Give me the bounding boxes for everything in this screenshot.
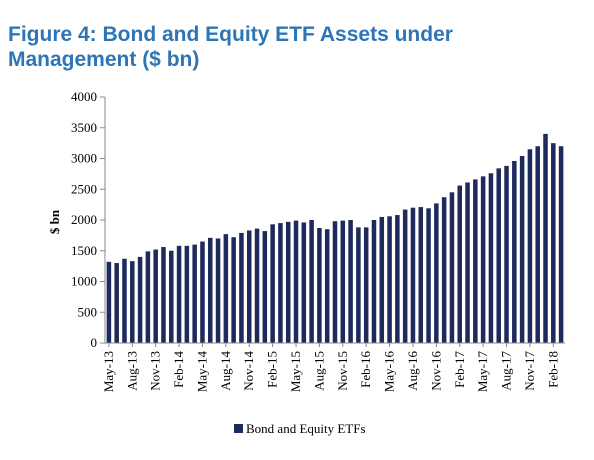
bar: [488, 173, 494, 343]
bar: [239, 232, 244, 343]
bar: [473, 179, 478, 343]
bar: [434, 203, 439, 343]
y-tick-label: 3500: [71, 120, 97, 135]
y-tick-label: 0: [91, 335, 98, 350]
bar: [278, 223, 283, 343]
bar: [340, 220, 346, 343]
x-tick-label: Feb-18: [545, 351, 560, 388]
bar: [395, 215, 400, 343]
bar: [231, 237, 236, 343]
y-tick-label: 1500: [71, 243, 97, 258]
bar: [379, 216, 385, 343]
bar: [192, 244, 197, 343]
bar: [371, 220, 377, 343]
bar: [465, 182, 470, 343]
bar: [356, 227, 361, 343]
x-tick-label: May-14: [194, 351, 209, 393]
bar: [215, 238, 221, 343]
bar: [285, 221, 291, 343]
bar: [418, 207, 424, 343]
bar: [512, 160, 517, 343]
x-tick-label: Nov-17: [522, 351, 537, 391]
y-axis-label: $ bn: [47, 209, 62, 234]
bar: [317, 228, 322, 343]
chart-title-line-2: Management ($ bn): [8, 48, 200, 71]
bars: [106, 133, 564, 344]
bar: [558, 146, 564, 343]
legend-swatch: [234, 424, 243, 433]
chart-title: Figure 4: Bond and Equity ETF Assets und…: [8, 22, 588, 72]
x-tick-label: Aug-13: [124, 351, 139, 391]
bar: [449, 192, 455, 343]
y-tick-label: 2500: [71, 181, 97, 196]
x-tick-label: Nov-13: [148, 351, 163, 391]
bar: [254, 228, 260, 343]
x-tick-label: Aug-17: [499, 351, 514, 391]
bar: [457, 185, 462, 343]
bar: [527, 149, 533, 343]
legend-label: Bond and Equity ETFs: [246, 421, 366, 436]
legend: Bond and Equity ETFs: [234, 421, 366, 436]
bar: [184, 245, 190, 343]
x-tick-label: Feb-17: [452, 351, 467, 388]
y-tick-label: 4000: [71, 89, 97, 104]
bar: [301, 222, 307, 343]
bar: [223, 234, 229, 343]
bar: [348, 220, 353, 343]
y-tick-label: 1000: [71, 274, 97, 289]
bar: [106, 261, 112, 343]
y-tick-label: 2000: [71, 212, 97, 227]
bar: [363, 227, 369, 343]
y-tick-label: 3000: [71, 151, 97, 166]
bar: [262, 231, 268, 343]
bar: [480, 176, 486, 343]
bar: [169, 250, 174, 343]
bar: [551, 143, 556, 344]
bar: [504, 165, 509, 343]
x-tick-label: Nov-16: [428, 351, 443, 391]
bar: [426, 208, 431, 343]
bar: [114, 263, 119, 343]
bar: [332, 221, 338, 343]
x-tick-label: May-13: [101, 351, 116, 392]
x-tick-label: Aug-15: [311, 351, 326, 391]
bar: [270, 224, 275, 343]
x-tick-label: Aug-16: [405, 351, 420, 391]
bar: [535, 146, 540, 343]
x-tick-label: Nov-14: [241, 351, 256, 391]
x-tick-label: Feb-16: [358, 351, 373, 388]
x-tick-label: May-15: [288, 351, 303, 392]
x-tick-label: Feb-14: [171, 351, 186, 388]
x-tick-label: Nov-15: [335, 351, 350, 391]
bar: [519, 156, 525, 343]
bar: [145, 251, 151, 343]
chart-title-line-1: Figure 4: Bond and Equity ETF Assets und…: [8, 23, 453, 46]
bar: [200, 241, 205, 343]
bar: [130, 261, 135, 343]
bar: [309, 220, 314, 343]
bar: [410, 207, 416, 343]
x-tick-label: May-16: [382, 351, 397, 393]
bar: [137, 256, 143, 343]
x-tick-label: May-17: [475, 351, 490, 393]
bar: [176, 245, 182, 343]
x-tick-label: Aug-14: [218, 351, 233, 391]
bar: [122, 258, 127, 343]
bar: [441, 197, 447, 343]
bar: [207, 237, 213, 343]
bar: [496, 168, 501, 343]
bar: [246, 230, 252, 343]
bar: [387, 216, 392, 343]
x-tick-label: Feb-15: [265, 351, 280, 388]
bar: [324, 229, 330, 343]
y-axis: 0 500 1000 1500 2000 2500 3000 3500 4000: [71, 89, 106, 350]
bar: [402, 209, 408, 343]
x-axis: May-13 Aug-13 Nov-13 Feb-14 May-14 Aug-14 Nov-…: [101, 342, 565, 393]
bar: [153, 249, 158, 343]
bar: [543, 133, 548, 343]
y-tick-label: 500: [78, 304, 98, 319]
bar: [161, 247, 166, 343]
bar: [293, 220, 299, 343]
